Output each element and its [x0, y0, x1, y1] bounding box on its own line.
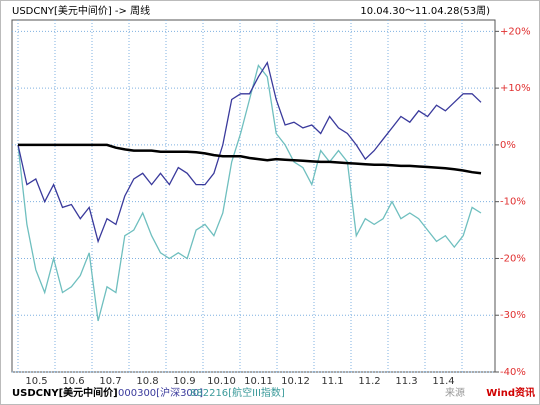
source: Wind资讯: [486, 386, 535, 399]
x-tick-label: 11.1: [321, 376, 343, 387]
source-label: 来源: [445, 386, 465, 399]
x-tick-label: 10.10: [207, 376, 236, 387]
x-tick-label: 10.5: [25, 376, 47, 387]
y-tick-label: +20%: [500, 26, 531, 37]
x-tick-label: 11.4: [432, 376, 454, 387]
x-tick-label: 11.2: [358, 376, 380, 387]
legend-entry: 882216[航空III指数]: [190, 386, 285, 399]
x-tick-label: 10.8: [136, 376, 158, 387]
x-tick-label: 10.9: [173, 376, 195, 387]
y-tick-label: -20%: [500, 253, 526, 264]
y-tick-label: -30%: [500, 310, 526, 321]
x-tick-label: 10.6: [62, 376, 84, 387]
legend-entry: 000300[沪深300]: [118, 386, 203, 399]
chart-title: USDCNY[美元中间价] -> 周线: [12, 4, 150, 17]
y-tick-label: 0%: [500, 140, 516, 151]
y-tick-label: +10%: [500, 83, 531, 94]
plot-frame: [11, 19, 496, 373]
x-tick-label: 10.12: [281, 376, 310, 387]
series-line: [18, 143, 482, 175]
y-tick-label: -10%: [500, 197, 526, 208]
period: 10.04.30～11.04.28(53周): [360, 5, 490, 17]
legend-entry: USDCNY[美元中间价]: [12, 386, 118, 399]
x-tick-label: 10.11: [244, 376, 273, 387]
x-tick-label: 10.7: [99, 376, 121, 387]
x-tick-label: 11.3: [395, 376, 417, 387]
y-tick-label: -40%: [500, 367, 526, 378]
series-line: [17, 60, 482, 244]
series-line: [17, 63, 482, 322]
